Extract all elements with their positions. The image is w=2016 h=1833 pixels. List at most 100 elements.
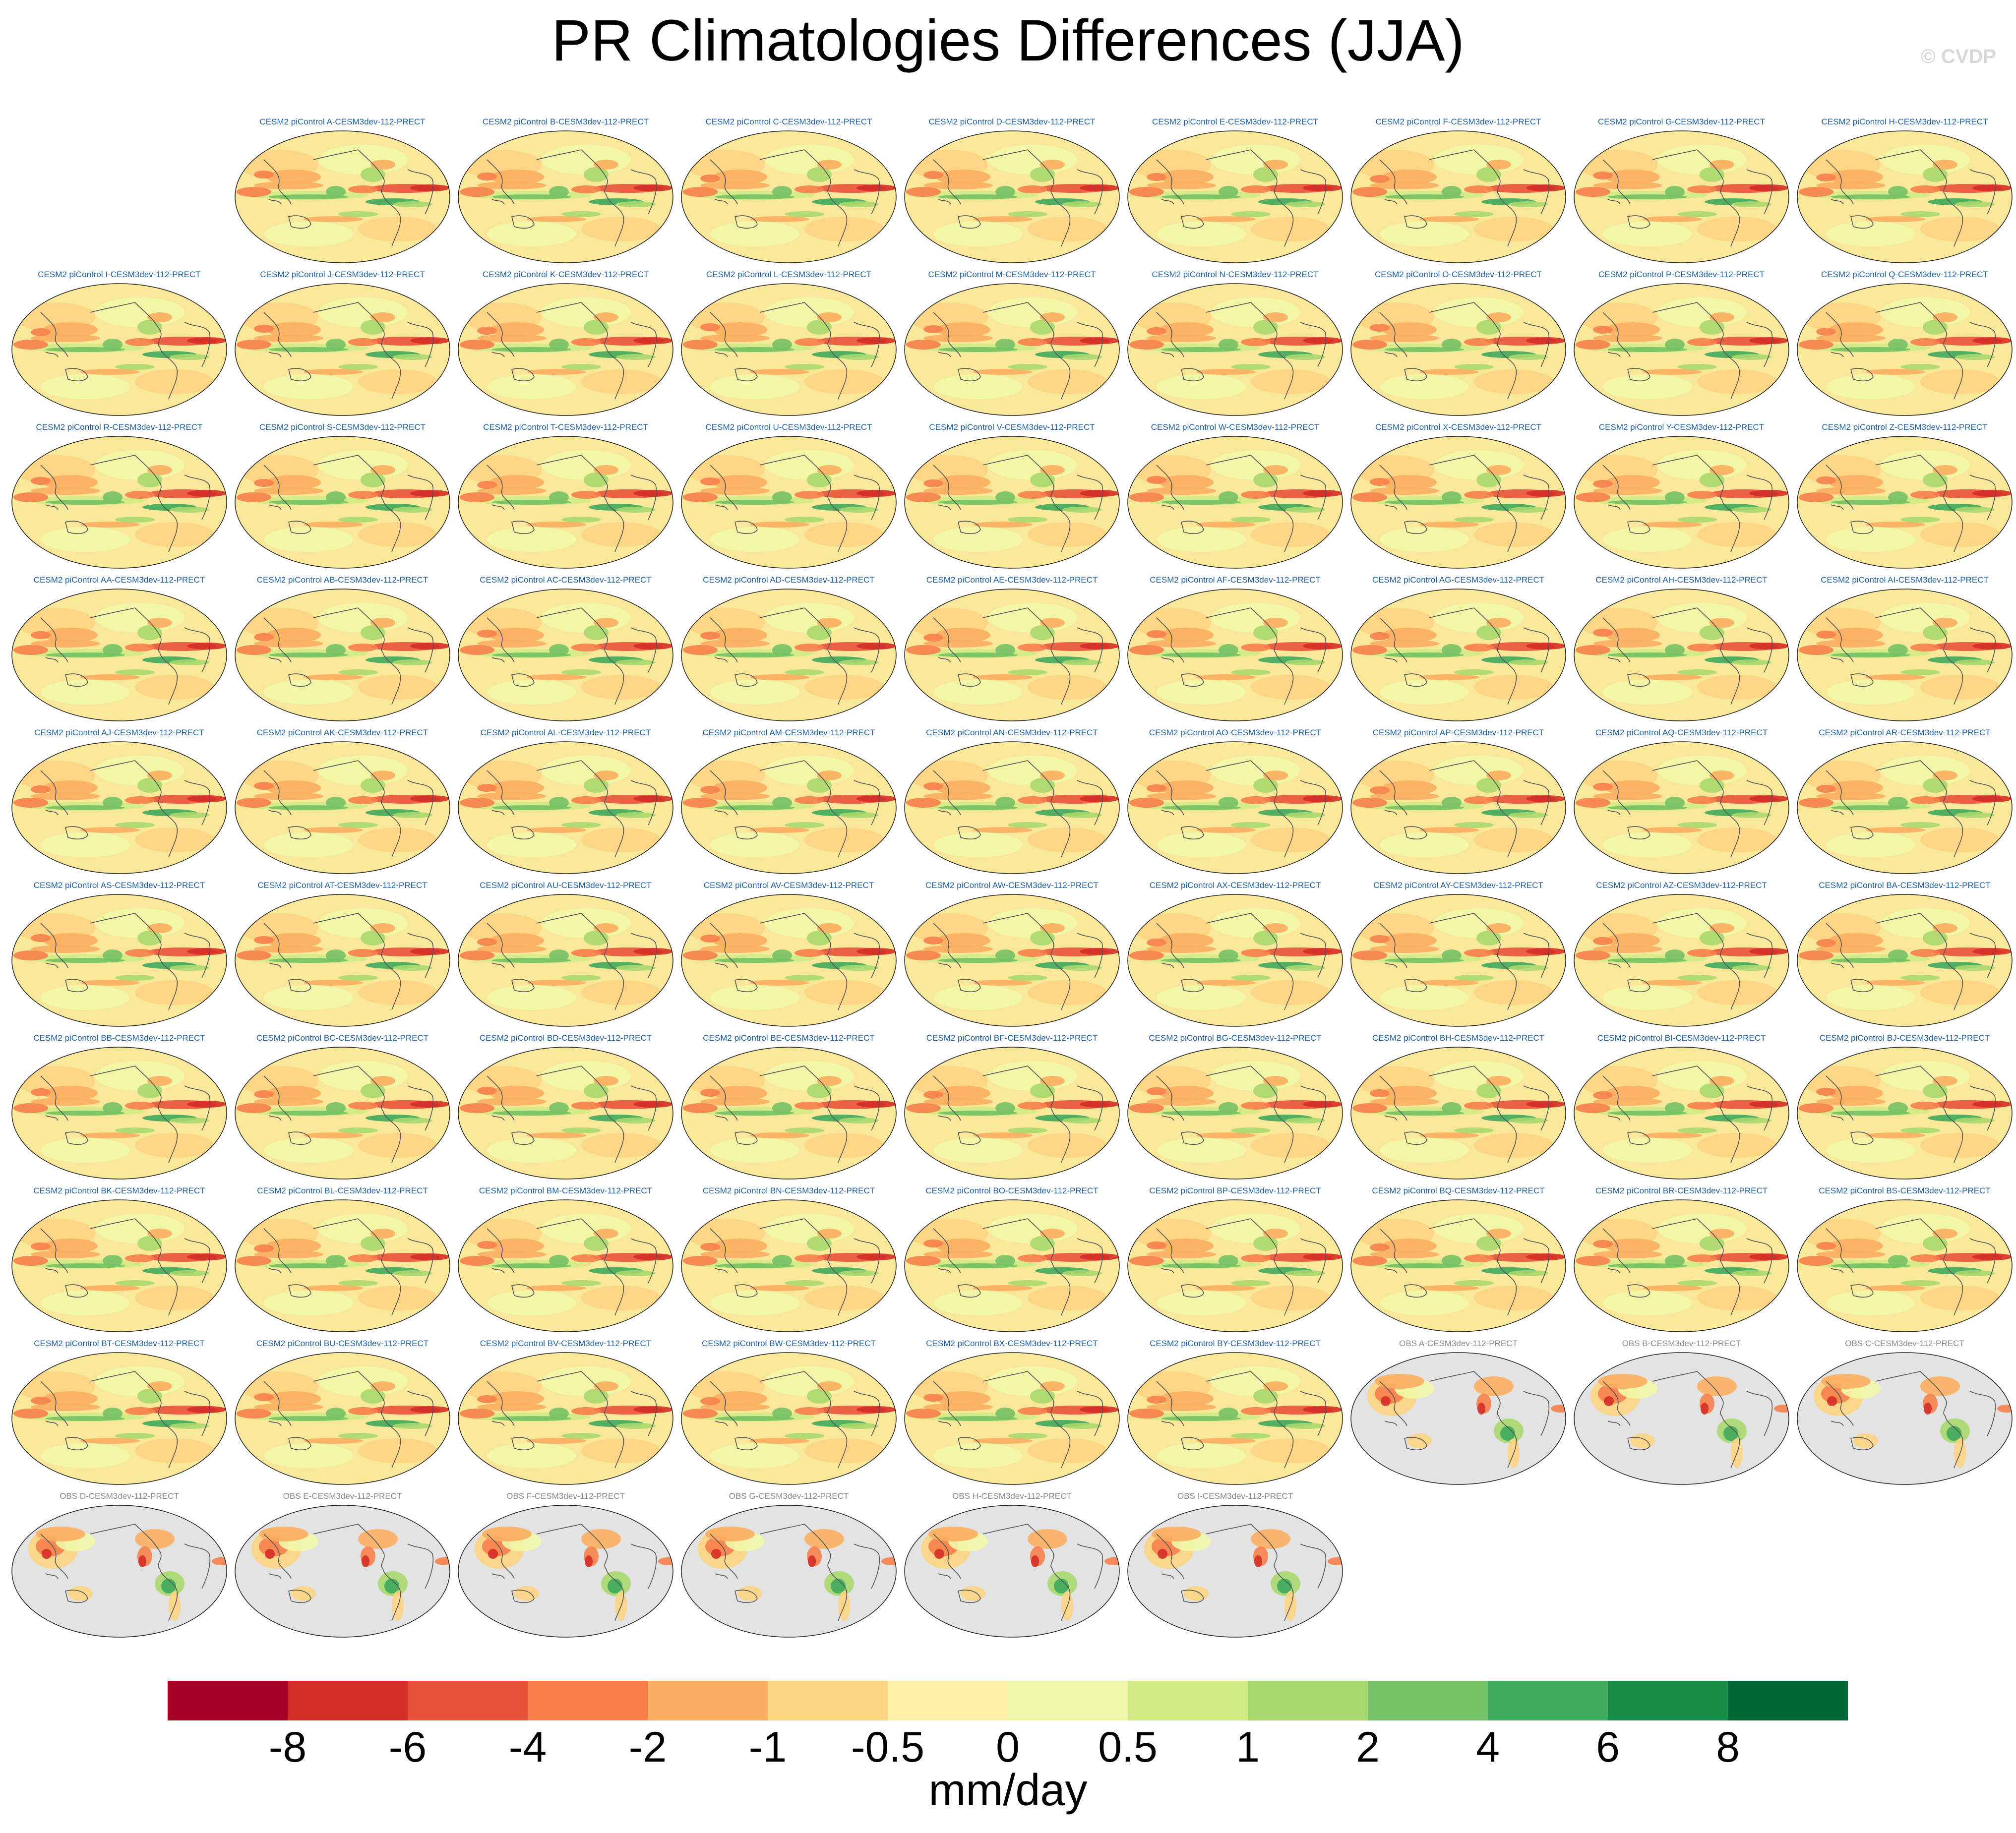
panel-title: CESM2 piControl BY-CESM3dev-112-PRECT xyxy=(1150,1339,1321,1348)
model-map-panel: CESM2 piControl BA-CESM3dev-112-PRECT xyxy=(1794,881,2015,1029)
panel-title: OBS A-CESM3dev-112-PRECT xyxy=(1399,1339,1518,1348)
map-plot xyxy=(458,741,673,874)
panel-title: CESM2 piControl AL-CESM3dev-112-PRECT xyxy=(480,728,651,737)
obs-map-panel: OBS A-CESM3dev-112-PRECT xyxy=(1348,1339,1569,1487)
panel-title: CESM2 piControl BF-CESM3dev-112-PRECT xyxy=(926,1033,1098,1043)
panel-title: CESM2 piControl I-CESM3dev-112-PRECT xyxy=(38,270,201,279)
model-map-panel: CESM2 piControl AU-CESM3dev-112-PRECT xyxy=(455,881,676,1029)
map-plot xyxy=(1127,436,1343,569)
model-map-panel: CESM2 piControl BD-CESM3dev-112-PRECT xyxy=(455,1033,676,1182)
map-plot xyxy=(1350,741,1566,874)
panel-title: CESM2 piControl O-CESM3dev-112-PRECT xyxy=(1375,270,1542,279)
map-plot xyxy=(681,283,897,416)
panel-title: OBS B-CESM3dev-112-PRECT xyxy=(1622,1339,1741,1348)
model-map-panel: CESM2 piControl BR-CESM3dev-112-PRECT xyxy=(1571,1186,1792,1335)
panel-title: CESM2 piControl AG-CESM3dev-112-PRECT xyxy=(1372,575,1545,585)
colorbar-tick-label: -6 xyxy=(388,1723,427,1771)
map-plot xyxy=(1574,1199,1789,1332)
map-plot xyxy=(235,741,450,874)
model-map-panel: CESM2 piControl BM-CESM3dev-112-PRECT xyxy=(455,1186,676,1335)
panel-title: CESM2 piControl Y-CESM3dev-112-PRECT xyxy=(1598,422,1765,432)
map-plot xyxy=(1350,130,1566,263)
map-plot xyxy=(1797,589,2013,721)
panel-title: CESM2 piControl T-CESM3dev-112-PRECT xyxy=(483,422,648,432)
model-map-panel: CESM2 piControl E-CESM3dev-112-PRECT xyxy=(1125,117,1345,266)
map-plot xyxy=(1797,130,2013,263)
panel-title: CESM2 piControl P-CESM3dev-112-PRECT xyxy=(1598,270,1765,279)
map-plot xyxy=(681,741,897,874)
model-map-panel: CESM2 piControl Q-CESM3dev-112-PRECT xyxy=(1794,270,2015,418)
model-map-panel: CESM2 piControl V-CESM3dev-112-PRECT xyxy=(902,422,1122,571)
panel-title: CESM2 piControl W-CESM3dev-112-PRECT xyxy=(1151,422,1320,432)
panel-title: CESM2 piControl H-CESM3dev-112-PRECT xyxy=(1821,117,1988,126)
panel-title: CESM2 piControl AJ-CESM3dev-112-PRECT xyxy=(34,728,204,737)
colorbar-units: mm/day xyxy=(928,1766,1088,1815)
model-map-panel: CESM2 piControl BJ-CESM3dev-112-PRECT xyxy=(1794,1033,2015,1182)
panel-title: CESM2 piControl R-CESM3dev-112-PRECT xyxy=(36,422,203,432)
map-plot xyxy=(1127,589,1343,721)
map-plot xyxy=(11,1047,227,1180)
model-map-panel: CESM2 piControl O-CESM3dev-112-PRECT xyxy=(1348,270,1569,418)
panel-title: CESM2 piControl BX-CESM3dev-112-PRECT xyxy=(926,1339,1098,1348)
panel-title: CESM2 piControl BE-CESM3dev-112-PRECT xyxy=(703,1033,875,1043)
model-map-panel: CESM2 piControl BP-CESM3dev-112-PRECT xyxy=(1125,1186,1345,1335)
map-plot xyxy=(235,1352,450,1485)
colorbar-box xyxy=(1128,1681,1248,1720)
map-plot xyxy=(235,1505,450,1638)
panel-title: CESM2 piControl M-CESM3dev-112-PRECT xyxy=(928,270,1096,279)
model-map-panel: CESM2 piControl BS-CESM3dev-112-PRECT xyxy=(1794,1186,2015,1335)
model-map-panel: CESM2 piControl BE-CESM3dev-112-PRECT xyxy=(678,1033,899,1182)
map-plot xyxy=(1350,283,1566,416)
map-plot xyxy=(458,894,673,1027)
map-plot xyxy=(11,589,227,721)
model-map-panel: CESM2 piControl D-CESM3dev-112-PRECT xyxy=(902,117,1122,266)
map-plot xyxy=(11,283,227,416)
model-map-panel: CESM2 piControl AI-CESM3dev-112-PRECT xyxy=(1794,575,2015,724)
model-map-panel: CESM2 piControl N-CESM3dev-112-PRECT xyxy=(1125,270,1345,418)
map-plot xyxy=(11,741,227,874)
model-map-panel: CESM2 piControl AG-CESM3dev-112-PRECT xyxy=(1348,575,1569,724)
map-plot xyxy=(904,894,1120,1027)
map-plot xyxy=(1350,1199,1566,1332)
model-map-panel: CESM2 piControl I-CESM3dev-112-PRECT xyxy=(9,270,230,418)
map-plot xyxy=(1574,1047,1789,1180)
model-map-panel: CESM2 piControl AB-CESM3dev-112-PRECT xyxy=(232,575,453,724)
panel-title: CESM2 piControl AY-CESM3dev-112-PRECT xyxy=(1373,881,1543,890)
panel-title: CESM2 piControl AT-CESM3dev-112-PRECT xyxy=(257,881,428,890)
map-plot xyxy=(235,589,450,721)
map-plot xyxy=(1797,283,2013,416)
panel-title: CESM2 piControl AC-CESM3dev-112-PRECT xyxy=(480,575,652,585)
panel-title: CESM2 piControl AM-CESM3dev-112-PRECT xyxy=(702,728,875,737)
panel-title: CESM2 piControl BU-CESM3dev-112-PRECT xyxy=(256,1339,429,1348)
panel-title: CESM2 piControl BP-CESM3dev-112-PRECT xyxy=(1149,1186,1321,1195)
panel-title: OBS C-CESM3dev-112-PRECT xyxy=(1845,1339,1964,1348)
model-map-panel: CESM2 piControl AR-CESM3dev-112-PRECT xyxy=(1794,728,2015,877)
model-map-panel: CESM2 piControl Z-CESM3dev-112-PRECT xyxy=(1794,422,2015,571)
model-map-panel: CESM2 piControl AX-CESM3dev-112-PRECT xyxy=(1125,881,1345,1029)
model-map-panel: CESM2 piControl P-CESM3dev-112-PRECT xyxy=(1571,270,1792,418)
panel-title: CESM2 piControl BM-CESM3dev-112-PRECT xyxy=(479,1186,653,1195)
figure-title: PR Climatologies Differences (JJA) xyxy=(551,8,1465,73)
panel-title: CESM2 piControl BJ-CESM3dev-112-PRECT xyxy=(1819,1033,1990,1043)
colorbar-box xyxy=(1248,1681,1368,1720)
panel-title: CESM2 piControl AP-CESM3dev-112-PRECT xyxy=(1372,728,1544,737)
model-map-panel: CESM2 piControl BQ-CESM3dev-112-PRECT xyxy=(1348,1186,1569,1335)
model-map-panel: CESM2 piControl AT-CESM3dev-112-PRECT xyxy=(232,881,453,1029)
map-plot xyxy=(1127,283,1343,416)
panel-title: CESM2 piControl BT-CESM3dev-112-PRECT xyxy=(34,1339,205,1348)
panel-title: CESM2 piControl BQ-CESM3dev-112-PRECT xyxy=(1372,1186,1545,1195)
map-plot xyxy=(904,1352,1120,1485)
map-plot xyxy=(1574,436,1789,569)
panel-title: CESM2 piControl AR-CESM3dev-112-PRECT xyxy=(1819,728,1991,737)
panel-title: OBS D-CESM3dev-112-PRECT xyxy=(60,1491,179,1501)
model-map-panel: CESM2 piControl BT-CESM3dev-112-PRECT xyxy=(9,1339,230,1487)
colorbar-box xyxy=(768,1681,888,1720)
obs-map-panel: OBS I-CESM3dev-112-PRECT xyxy=(1125,1491,1345,1640)
panel-title: CESM2 piControl AK-CESM3dev-112-PRECT xyxy=(256,728,428,737)
map-plot xyxy=(11,894,227,1027)
model-map-panel: CESM2 piControl BY-CESM3dev-112-PRECT xyxy=(1125,1339,1345,1487)
model-map-panel: CESM2 piControl J-CESM3dev-112-PRECT xyxy=(232,270,453,418)
model-map-panel: CESM2 piControl BW-CESM3dev-112-PRECT xyxy=(678,1339,899,1487)
model-map-panel: CESM2 piControl AZ-CESM3dev-112-PRECT xyxy=(1571,881,1792,1029)
model-map-panel: CESM2 piControl BI-CESM3dev-112-PRECT xyxy=(1571,1033,1792,1182)
